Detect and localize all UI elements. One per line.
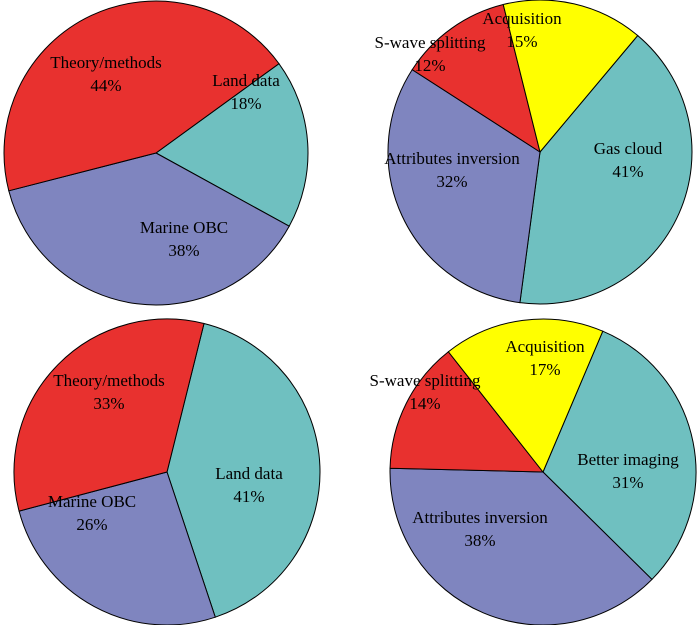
slice-label-marine-obc: Marine OBC [48, 492, 136, 511]
pie-chart-2: Gas cloud 41% Attributes inversion 32% S-wav… [375, 0, 693, 305]
slice-percent-attributes-inversion: 38% [464, 531, 495, 550]
slice-label-attributes-inversion: Attributes inversion [412, 508, 548, 527]
pie-slice-attributes-inversion [389, 467, 653, 625]
slice-label-theory-methods: Theory/methods [50, 53, 161, 72]
slice-label-gas-cloud: Gas cloud [594, 139, 663, 158]
pie-slice-marine-obc [8, 152, 290, 306]
slice-label-attributes-inversion: Attributes inversion [384, 149, 520, 168]
slice-label-s-wave-splitting: S-wave splitting [370, 371, 481, 390]
slice-label-land-data: Land data [212, 71, 280, 90]
slice-percent-land-data: 41% [233, 487, 264, 506]
pie-chart-4: Better imaging 31% Attributes inversion 38%… [370, 318, 697, 625]
pie-slice-gas-cloud [519, 34, 693, 305]
pie-slice-land-data [166, 322, 321, 618]
slice-percent-acquisition: 17% [529, 360, 560, 379]
pie-slice-better-imaging [542, 330, 697, 581]
pie-slice-marine-obc [18, 471, 216, 625]
pie-chart-1: Land data 18% Marine OBC 38% Theory/methods 4… [3, 0, 309, 306]
slice-percent-better-imaging: 31% [612, 473, 643, 492]
slice-label-s-wave-splitting: S-wave splitting [375, 33, 486, 52]
pie-slice-s-wave-splitting [411, 3, 541, 154]
slice-label-land-data: Land data [215, 464, 283, 483]
pie-slice-theory-methods [13, 318, 205, 512]
slice-percent-marine-obc: 38% [168, 241, 199, 260]
slice-percent-s-wave-splitting: 12% [414, 56, 445, 75]
slice-label-acquisition: Acquisition [505, 337, 585, 356]
slice-percent-marine-obc: 26% [76, 515, 107, 534]
pie-slice-acquisition [502, 0, 639, 154]
pie-slice-land-data [155, 62, 309, 227]
slice-percent-theory-methods: 33% [93, 394, 124, 413]
slice-percent-attributes-inversion: 32% [436, 172, 467, 191]
pie-slice-acquisition [447, 318, 604, 473]
slice-label-better-imaging: Better imaging [577, 450, 679, 469]
pie-chart-3: Land data 41% Marine OBC 26% Theory/methods 3… [13, 318, 321, 625]
slice-percent-s-wave-splitting: 14% [409, 394, 440, 413]
slice-percent-gas-cloud: 41% [612, 162, 643, 181]
slice-percent-theory-methods: 44% [90, 76, 121, 95]
slice-label-theory-methods: Theory/methods [53, 371, 164, 390]
slice-label-marine-obc: Marine OBC [140, 218, 228, 237]
slice-percent-acquisition: 15% [506, 32, 537, 51]
slice-percent-land-data: 18% [230, 94, 261, 113]
pie-slice-theory-methods [3, 0, 280, 192]
slice-label-acquisition: Acquisition [482, 9, 562, 28]
pie-slice-s-wave-splitting [389, 351, 545, 473]
